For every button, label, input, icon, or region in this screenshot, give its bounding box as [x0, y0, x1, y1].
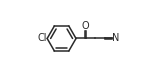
Text: O: O — [82, 21, 89, 31]
Text: N: N — [112, 33, 120, 44]
Text: Cl: Cl — [37, 33, 47, 44]
